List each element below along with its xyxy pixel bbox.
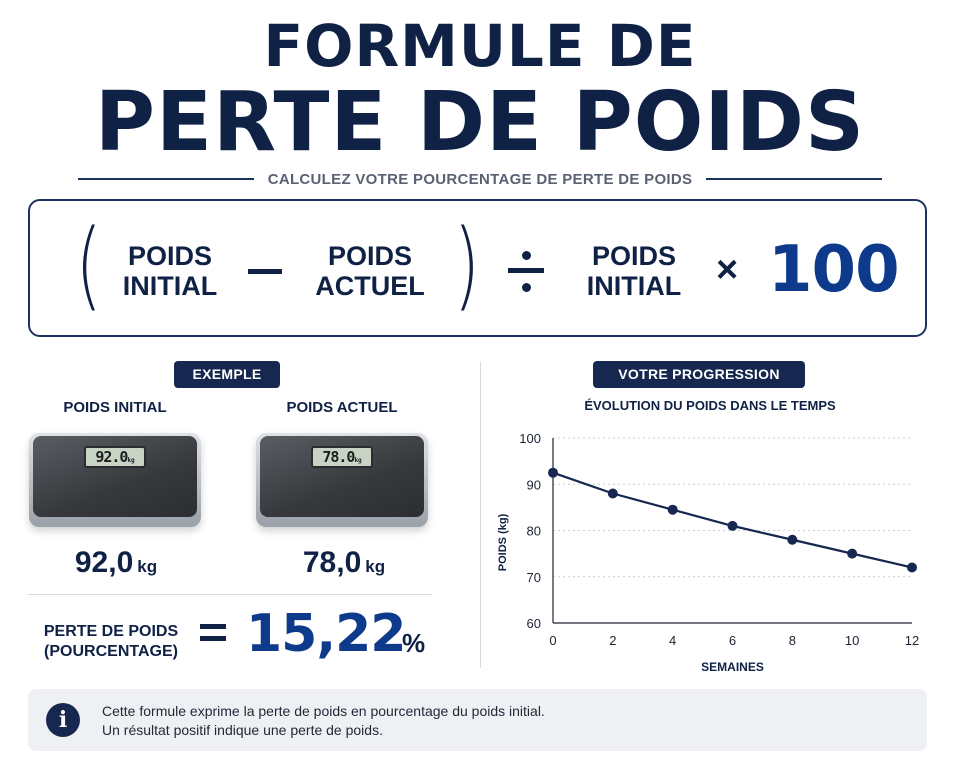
y-axis-label: POIDS (kg) xyxy=(497,513,509,571)
x-tick-label: 6 xyxy=(729,633,736,648)
formula-multiplier: 100 xyxy=(768,233,900,307)
y-tick-label: 90 xyxy=(527,477,541,492)
formula-box: ( POIDS INITIAL POIDS ACTUEL ) POIDS INI… xyxy=(28,199,927,337)
equals-sign xyxy=(200,618,228,648)
info-icon: i xyxy=(46,703,80,737)
data-point xyxy=(787,534,798,545)
info-line-1: Cette formule exprime la perte de poids … xyxy=(102,703,545,719)
x-axis-label: SEMAINES xyxy=(701,660,764,674)
current-scale-image: 78.0kg xyxy=(256,433,428,527)
progress-badge: VOTRE PROGRESSION xyxy=(593,361,805,388)
weight-loss-value: 15,22 xyxy=(246,604,406,664)
info-line-2: Un résultat positif indique une perte de… xyxy=(102,722,383,738)
subtitle: CALCULEZ VOTRE POURCENTAGE DE PERTE DE P… xyxy=(267,170,693,188)
x-tick-label: 0 xyxy=(549,633,556,648)
formula-close-paren: ) xyxy=(453,209,480,321)
initial-scale-image: 92.0kg xyxy=(29,433,201,527)
y-tick-label: 100 xyxy=(519,431,541,446)
data-point xyxy=(667,504,678,515)
data-point xyxy=(607,488,618,499)
weight-loss-unit: % xyxy=(402,628,426,658)
formula-divide-sign xyxy=(508,241,544,301)
formula-term-current-weight: POIDS ACTUEL xyxy=(315,241,425,301)
series-line xyxy=(552,471,913,569)
x-tick-label: 4 xyxy=(669,633,676,648)
subtitle-line-right xyxy=(706,178,882,180)
current-weight-label: POIDS ACTUEL xyxy=(286,399,398,416)
initial-weight-label: POIDS INITIAL xyxy=(63,399,167,416)
x-tick-label: 8 xyxy=(789,633,796,648)
weight-chart: 60 70 80 90 100 0 2 4 6 8 10 12 SEMAINES POIDS (kg) xyxy=(497,431,919,674)
current-weight-value: 78,0 kg xyxy=(302,546,386,579)
initial-scale-display: 92.0kg xyxy=(84,446,146,468)
initial-weight-value: 92,0 kg xyxy=(74,546,158,579)
current-scale-display: 78.0kg xyxy=(311,446,373,468)
data-point xyxy=(907,562,917,573)
horizontal-divider xyxy=(28,594,432,595)
weight-loss-label: PERTE DE POIDS (POURCENTAGE) xyxy=(43,623,179,660)
page-title-line2: PERTE DE POIDS xyxy=(94,75,866,170)
formula-term-initial-weight-2: POIDS INITIAL xyxy=(586,241,682,301)
page-title-line1: FORMULE DE xyxy=(263,12,697,80)
subtitle-row: CALCULEZ VOTRE POURCENTAGE DE PERTE DE P… xyxy=(78,168,882,190)
formula-minus-sign xyxy=(248,269,282,274)
chart-title: ÉVOLUTION DU POIDS DANS LE TEMPS xyxy=(584,398,836,413)
y-tick-label: 70 xyxy=(527,570,541,585)
data-point xyxy=(548,467,558,478)
vertical-divider xyxy=(480,362,481,668)
x-tick-label: 2 xyxy=(609,633,616,648)
data-point xyxy=(847,548,858,559)
data-point xyxy=(727,520,738,531)
x-tick-label: 10 xyxy=(845,633,859,648)
subtitle-line-left xyxy=(78,178,254,180)
y-tick-label: 60 xyxy=(527,616,541,631)
formula-term-initial-weight: POIDS INITIAL xyxy=(122,241,218,301)
info-box: i Cette formule exprime la perte de poid… xyxy=(28,689,927,751)
formula-times-sign: × xyxy=(716,249,739,291)
x-tick-label: 12 xyxy=(905,633,919,648)
info-text: Cette formule exprime la perte de poids … xyxy=(102,702,545,740)
y-tick-label: 80 xyxy=(527,524,541,539)
formula-open-paren: ( xyxy=(75,209,102,321)
example-badge: EXEMPLE xyxy=(174,361,280,388)
